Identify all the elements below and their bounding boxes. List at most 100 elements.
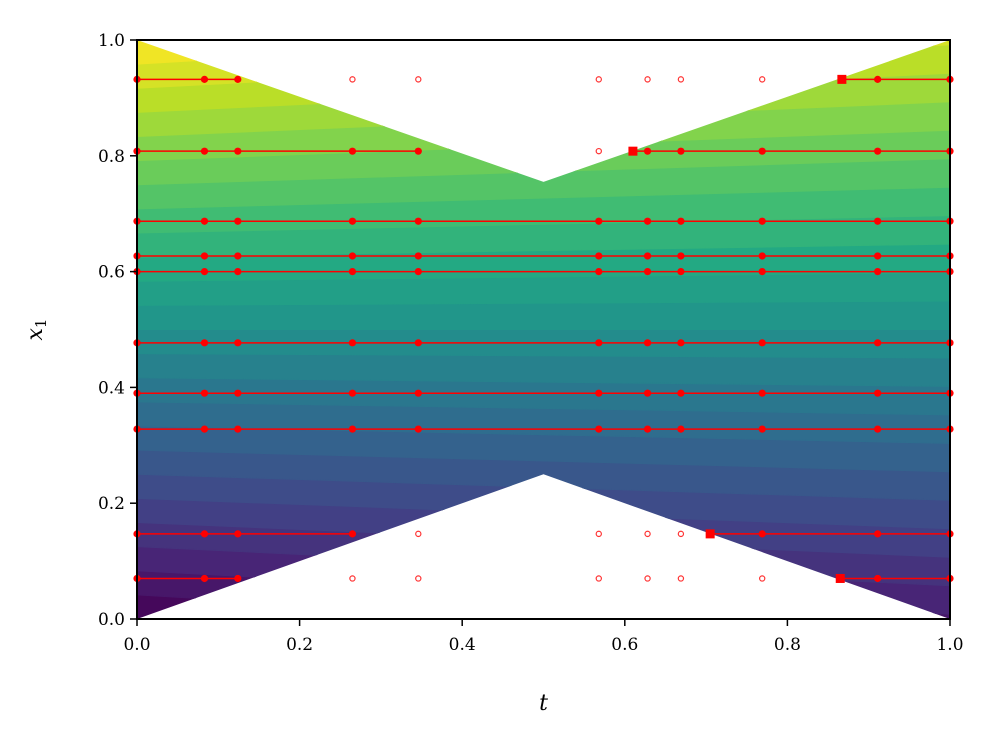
sample-point bbox=[874, 147, 882, 155]
sample-point bbox=[200, 530, 209, 538]
inactive-sample-point bbox=[758, 575, 766, 582]
sample-point bbox=[874, 530, 882, 538]
sample-point bbox=[874, 389, 882, 397]
sample-point bbox=[595, 268, 603, 276]
sample-point bbox=[595, 217, 603, 225]
contour-band bbox=[137, 158, 950, 210]
sample-point bbox=[200, 217, 209, 225]
sample-point bbox=[643, 268, 652, 276]
contour-band bbox=[137, 401, 950, 444]
trajectory-layer bbox=[133, 74, 954, 583]
y-tick-label: 1.0 bbox=[98, 31, 125, 51]
sample-point bbox=[758, 389, 766, 397]
sample-point bbox=[758, 425, 766, 433]
sample-point bbox=[234, 389, 242, 397]
sample-point bbox=[677, 389, 685, 397]
y-tick-label: 0.2 bbox=[98, 494, 125, 514]
x-tick-label: 1.0 bbox=[936, 635, 963, 655]
sample-point bbox=[643, 339, 652, 347]
sample-point bbox=[758, 147, 766, 155]
sample-point bbox=[595, 389, 603, 397]
y-axis-label-main: x bbox=[23, 327, 48, 340]
sample-point bbox=[200, 268, 209, 276]
contour-band bbox=[137, 353, 950, 387]
x-tick-label: 0.6 bbox=[611, 635, 638, 655]
sample-point bbox=[758, 530, 766, 538]
inactive-sample-point bbox=[349, 76, 356, 83]
y-tick-label: 0.8 bbox=[98, 147, 125, 167]
sample-point bbox=[234, 217, 242, 225]
sample-point bbox=[348, 217, 357, 225]
sample-point bbox=[677, 217, 685, 225]
y-tick-label: 0.6 bbox=[98, 263, 125, 283]
sample-point bbox=[414, 425, 422, 433]
sample-point bbox=[677, 252, 685, 260]
y-axis-label-subscript: 1 bbox=[32, 319, 50, 329]
sample-point bbox=[234, 425, 242, 433]
sample-point bbox=[758, 217, 766, 225]
sample-point bbox=[874, 75, 882, 83]
sample-point bbox=[414, 339, 422, 347]
sample-point bbox=[414, 268, 422, 276]
sample-point bbox=[643, 147, 652, 155]
inactive-sample-point bbox=[415, 530, 422, 538]
sample-point bbox=[234, 530, 242, 538]
x-tick-label: 0.2 bbox=[286, 635, 313, 655]
inactive-sample-point bbox=[415, 575, 422, 582]
sample-point bbox=[874, 425, 882, 433]
inactive-sample-point bbox=[644, 76, 651, 83]
sample-point bbox=[234, 75, 242, 83]
y-tick-label: 0.0 bbox=[98, 610, 125, 630]
inactive-sample-point bbox=[595, 575, 602, 582]
sample-point bbox=[643, 425, 652, 433]
inactive-sample-point bbox=[349, 575, 356, 582]
sample-point bbox=[234, 252, 242, 260]
sample-point bbox=[200, 389, 209, 397]
boundary-point bbox=[837, 74, 847, 84]
sample-point bbox=[874, 217, 882, 225]
inactive-sample-point bbox=[677, 530, 685, 538]
sample-point bbox=[874, 268, 882, 276]
sample-point bbox=[200, 147, 209, 155]
boundary-point bbox=[705, 529, 715, 539]
sample-point bbox=[677, 339, 685, 347]
sample-point bbox=[758, 252, 766, 260]
sample-point bbox=[348, 425, 357, 433]
contour-band bbox=[137, 40, 950, 89]
y-axis-label: x1 bbox=[23, 319, 50, 341]
contour-band bbox=[137, 0, 950, 40]
sample-point bbox=[643, 252, 652, 260]
sample-point bbox=[595, 252, 603, 260]
contour-field bbox=[137, 0, 950, 659]
contour-band bbox=[137, 300, 950, 330]
sample-point bbox=[414, 389, 422, 397]
sample-point bbox=[234, 574, 242, 583]
contour-band bbox=[137, 272, 950, 306]
inactive-sample-point bbox=[644, 575, 651, 582]
inactive-sample-point bbox=[595, 530, 602, 538]
x-tick-label: 0.4 bbox=[449, 635, 476, 655]
sample-point bbox=[643, 217, 652, 225]
contour-band bbox=[137, 40, 950, 65]
x-axis-ticks: 0.0 0.2 0.4 0.6 0.8 1.0 bbox=[123, 619, 964, 655]
sample-point bbox=[234, 339, 242, 347]
sample-point bbox=[595, 339, 603, 347]
inactive-sample-point bbox=[677, 575, 685, 582]
sample-point bbox=[348, 530, 357, 538]
x-tick-label: 0.8 bbox=[774, 635, 801, 655]
inactive-sample-point bbox=[758, 76, 766, 83]
contour-band bbox=[137, 594, 950, 619]
y-axis-ticks: 0.0 0.2 0.4 0.6 0.8 1.0 bbox=[98, 31, 137, 630]
inactive-sample-point bbox=[595, 147, 602, 155]
contour-band bbox=[137, 377, 950, 416]
contour-band bbox=[137, 425, 950, 473]
plot-frame bbox=[136, 39, 951, 620]
sample-point bbox=[414, 217, 422, 225]
x-tick-label: 0.0 bbox=[123, 635, 150, 655]
contour-band bbox=[137, 619, 950, 659]
sample-point bbox=[874, 339, 882, 347]
sample-point bbox=[348, 147, 357, 155]
sample-point bbox=[234, 268, 242, 276]
